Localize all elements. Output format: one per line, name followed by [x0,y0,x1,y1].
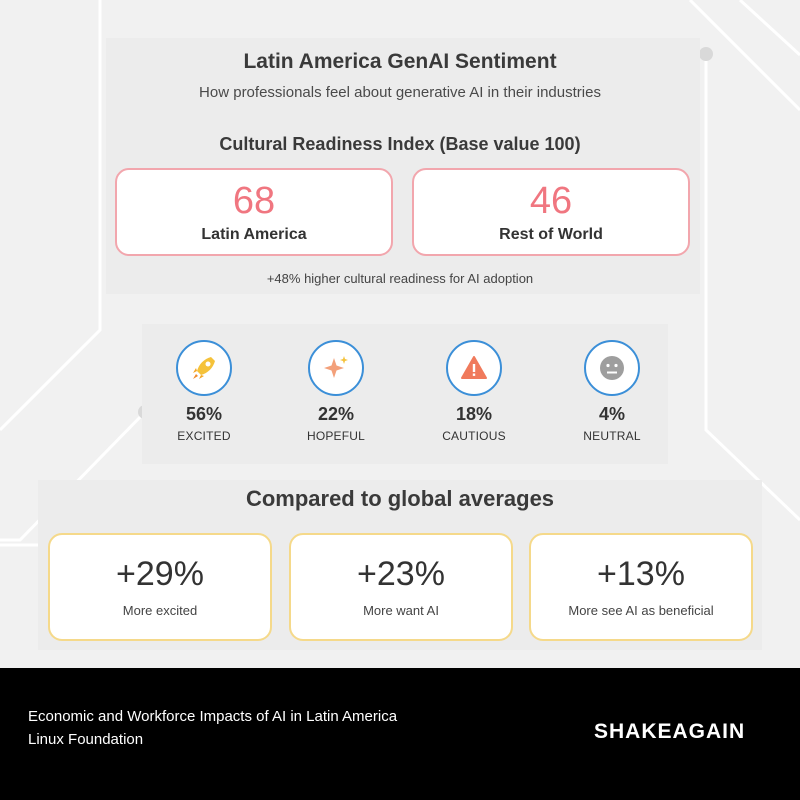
latam-index-label: Latin America [201,226,307,243]
comparison-label: More want AI [363,603,439,618]
comparison-label: More excited [122,603,198,618]
emotion-neutral: 4% NEUTRAL [552,340,672,443]
emotions-card [142,324,668,464]
rocket-icon [176,340,232,396]
comparison-label: More see AI as beneficial [568,603,714,618]
emotion-pct: 18% [455,404,493,424]
emotion-excited: 56% EXCITED [144,340,264,443]
source-organization: Linux Foundation [28,731,144,748]
rest-index-label: Rest of World [499,226,603,243]
latam-index-value: 68 [232,180,276,222]
comparison-value: +13% [597,555,685,593]
emotion-pct: 4% [598,404,625,424]
rest-index-value: 46 [529,180,573,222]
source-title: Economic and Workforce Impacts of AI in … [28,708,398,725]
comparison-value: +23% [357,555,445,593]
emotion-cautious: 18% CAUTIOUS [414,340,534,443]
neutral-face-icon [584,340,640,396]
comparison-box-want-ai: +23% More want AI [289,533,513,641]
emotion-pct: 22% [317,404,355,424]
comparison-value: +29% [116,555,204,593]
page-title: Latin America GenAI Sentiment [243,50,557,73]
brand-logo: SHAKEAGAIN [594,720,746,743]
warning-icon [446,340,502,396]
emotion-pct: 56% [185,404,223,424]
emotion-label: EXCITED [177,429,231,443]
footer-bar: Economic and Workforce Impacts of AI in … [0,668,800,800]
emotion-label: CAUTIOUS [442,429,506,443]
emotion-label: HOPEFUL [306,429,366,443]
readiness-title: Cultural Readiness Index (Base value 100… [219,134,581,154]
rest-index-box: 46 Rest of World [412,168,690,256]
comparison-box-excited: +29% More excited [48,533,272,641]
page-subtitle: How professionals feel about generative … [199,84,601,101]
readiness-note: +48% higher cultural readiness for AI ad… [266,271,534,286]
circuit-background [0,0,800,547]
comparison-title: Compared to global averages [245,486,555,511]
emotion-label: NEUTRAL [583,429,641,443]
comparison-box-beneficial: +13% More see AI as beneficial [529,533,753,641]
sparkle-icon [308,340,364,396]
emotion-hopeful: 22% HOPEFUL [276,340,396,443]
latam-index-box: 68 Latin America [115,168,393,256]
